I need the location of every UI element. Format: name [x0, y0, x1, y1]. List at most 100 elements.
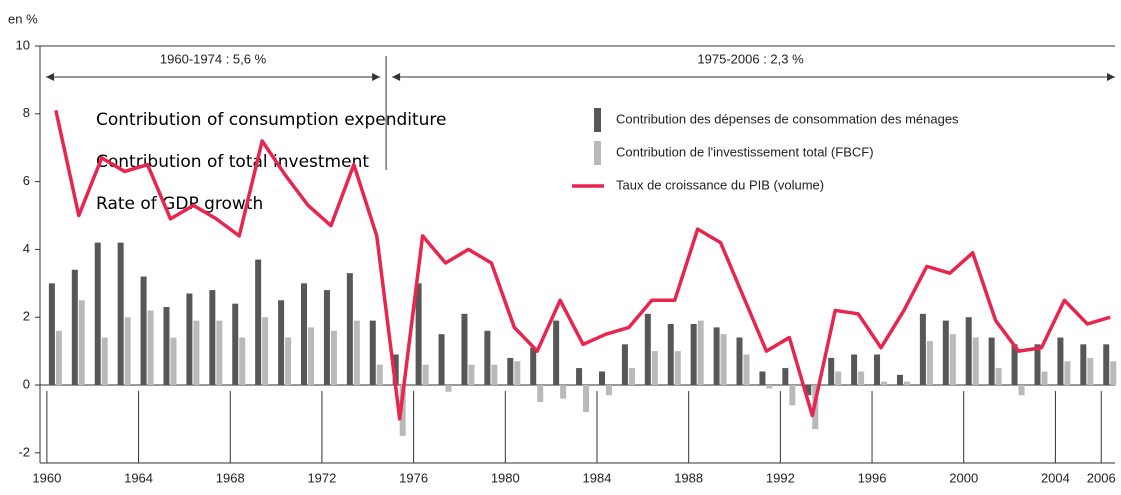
gdp-line — [54, 110, 1111, 421]
bar — [690, 324, 697, 386]
bar — [399, 385, 406, 436]
bar — [278, 300, 285, 386]
bar — [851, 354, 858, 386]
legend-swatch — [594, 108, 601, 132]
bar — [147, 310, 154, 386]
arrow-head — [1107, 73, 1115, 81]
bar — [995, 368, 1002, 386]
bar — [461, 313, 468, 386]
bar — [484, 330, 491, 386]
period-label: 1960-1974 : 5,6 % — [160, 51, 267, 66]
bar — [101, 337, 108, 386]
bar — [628, 368, 635, 386]
bar — [78, 300, 85, 386]
bar — [209, 290, 216, 386]
legend-swatch — [594, 141, 601, 165]
bar — [560, 385, 567, 399]
bar — [415, 283, 422, 386]
bar — [789, 385, 796, 406]
bar — [308, 327, 315, 386]
annotation: Contribution of total investment — [96, 152, 369, 172]
bar — [301, 283, 308, 386]
y-unit-label: en % — [8, 11, 38, 26]
bar — [598, 371, 605, 386]
bar — [858, 371, 865, 386]
x-tick-label: 1976 — [399, 470, 428, 485]
bar — [553, 320, 560, 386]
bar — [530, 347, 537, 386]
bar — [186, 293, 193, 386]
x-tick-label: 1972 — [307, 470, 336, 485]
bar — [605, 385, 612, 396]
bar — [674, 351, 681, 386]
bar — [766, 385, 773, 389]
bar — [972, 337, 979, 386]
bar — [1018, 385, 1025, 396]
bar — [330, 330, 337, 386]
arrow-head — [46, 73, 54, 81]
y-tick-label: 10 — [16, 37, 30, 52]
bar — [392, 354, 399, 386]
arrow-head — [372, 73, 381, 81]
bar — [124, 317, 131, 386]
bar — [576, 368, 583, 386]
bar — [644, 313, 651, 386]
bar — [1041, 371, 1048, 386]
bar — [323, 290, 330, 386]
bar — [255, 259, 262, 386]
bar — [926, 340, 933, 386]
bar — [117, 242, 124, 386]
bar — [805, 385, 812, 396]
x-tick-label: 1992 — [766, 470, 795, 485]
bar — [896, 374, 903, 386]
bar — [94, 242, 101, 386]
bar — [262, 317, 269, 386]
bar — [140, 276, 147, 386]
bar — [507, 357, 514, 386]
bar — [422, 364, 429, 386]
bar — [988, 337, 995, 386]
bar — [697, 320, 704, 386]
x-tick-label: 2004 — [1041, 470, 1070, 485]
x-tick-label: 1964 — [124, 470, 153, 485]
x-tick-label: 1984 — [583, 470, 612, 485]
bar — [903, 381, 910, 386]
bar — [48, 283, 55, 386]
bar — [919, 313, 926, 386]
bar — [965, 317, 972, 386]
bar — [1087, 357, 1094, 386]
bar — [514, 361, 521, 386]
period-label: 1975-2006 : 2,3 % — [697, 51, 804, 66]
bar — [71, 269, 78, 386]
bar — [874, 354, 881, 386]
bar — [782, 368, 789, 386]
y-tick-label: 2 — [23, 309, 30, 324]
x-tick-label: 1996 — [858, 470, 887, 485]
y-tick-label: 4 — [23, 241, 30, 256]
bar — [1103, 344, 1110, 386]
x-tick-label: 1980 — [491, 470, 520, 485]
annotation: Rate of GDP growth — [96, 194, 263, 214]
bar — [1110, 361, 1117, 386]
legend-label: Contribution de l'investissement total (… — [616, 144, 874, 159]
bar — [193, 320, 200, 386]
bar — [720, 334, 727, 386]
y-tick-label: 0 — [23, 376, 30, 391]
bar — [376, 364, 383, 386]
y-tick-label: -2 — [18, 444, 30, 459]
bar — [346, 273, 353, 386]
bar — [651, 351, 658, 386]
x-tick-label: 2006 — [1087, 470, 1116, 485]
bar — [445, 385, 452, 392]
bar — [1011, 344, 1018, 386]
bar — [621, 344, 628, 386]
bar — [353, 320, 360, 386]
bar — [163, 307, 170, 386]
annotation: Contribution of consumption expenditure — [96, 110, 447, 130]
bar — [1057, 337, 1064, 386]
bar — [468, 364, 475, 386]
bar — [583, 385, 590, 413]
bar — [216, 320, 223, 386]
legend-label: Contribution des dépenses de consommatio… — [616, 111, 959, 126]
